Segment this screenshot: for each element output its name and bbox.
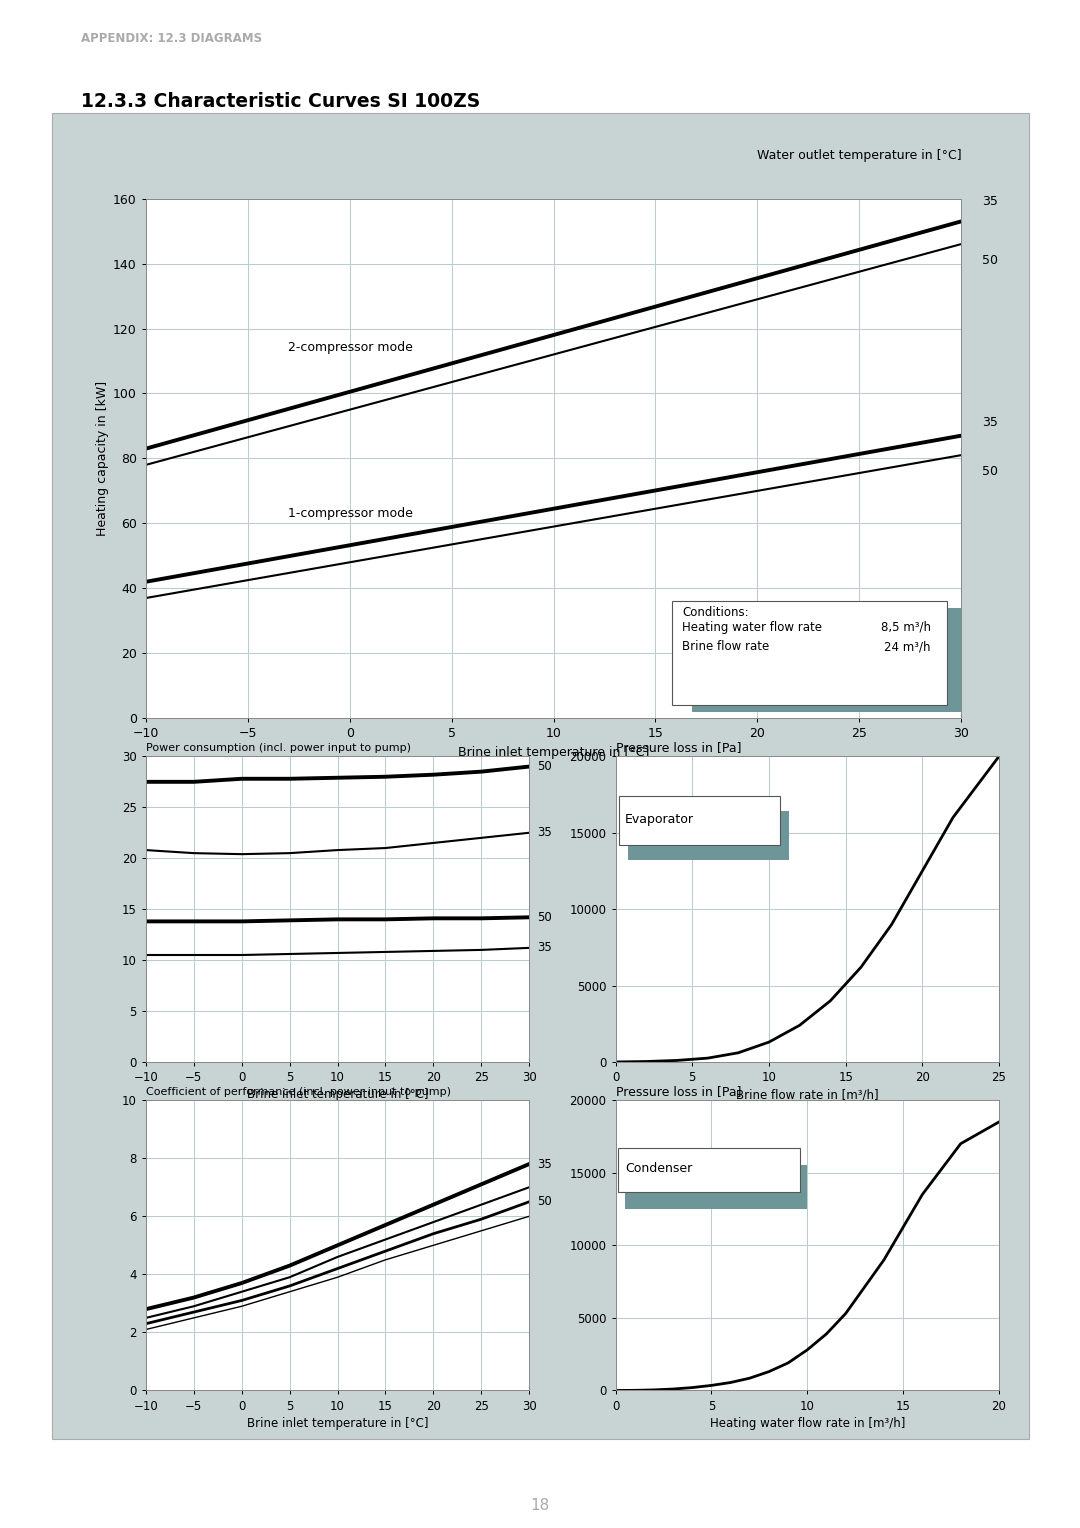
FancyBboxPatch shape: [625, 1166, 807, 1209]
X-axis label: Brine inlet temperature in [°C]: Brine inlet temperature in [°C]: [246, 1088, 429, 1102]
FancyBboxPatch shape: [692, 608, 968, 712]
Text: 18: 18: [530, 1497, 550, 1513]
FancyBboxPatch shape: [672, 601, 947, 704]
Text: Conditions:: Conditions:: [681, 607, 748, 619]
Text: 35: 35: [982, 196, 998, 208]
Text: Brine flow rate: Brine flow rate: [681, 640, 769, 654]
Text: 35: 35: [537, 941, 552, 955]
X-axis label: Brine flow rate in [m³/h]: Brine flow rate in [m³/h]: [735, 1088, 879, 1102]
Text: 50: 50: [537, 1195, 552, 1209]
Y-axis label: Heating capacity in [kW]: Heating capacity in [kW]: [96, 380, 109, 536]
X-axis label: Brine inlet temperature in [°C]: Brine inlet temperature in [°C]: [458, 746, 649, 759]
Text: 1-compressor mode: 1-compressor mode: [288, 507, 414, 520]
Text: 50: 50: [537, 911, 552, 924]
Text: 24 m³/h: 24 m³/h: [885, 640, 931, 654]
Text: 2-compressor mode: 2-compressor mode: [288, 341, 414, 354]
Text: 50: 50: [982, 254, 998, 267]
FancyBboxPatch shape: [627, 811, 788, 860]
X-axis label: Brine inlet temperature in [°C]: Brine inlet temperature in [°C]: [246, 1416, 429, 1430]
Text: Coefficient of performance (incl. power input to pump): Coefficient of performance (incl. power …: [146, 1086, 450, 1097]
Text: 50: 50: [537, 759, 552, 773]
FancyBboxPatch shape: [619, 796, 780, 845]
Text: 35: 35: [982, 416, 998, 429]
Text: Heating water flow rate: Heating water flow rate: [681, 620, 822, 634]
Text: 8,5 m³/h: 8,5 m³/h: [880, 620, 931, 634]
Text: 35: 35: [537, 1158, 552, 1170]
Text: 35: 35: [537, 827, 552, 839]
Text: Water outlet temperature in [°C]: Water outlet temperature in [°C]: [757, 150, 961, 162]
Text: Pressure loss in [Pa]: Pressure loss in [Pa]: [616, 741, 741, 753]
Text: 12.3.3 Characteristic Curves SI 100ZS: 12.3.3 Characteristic Curves SI 100ZS: [81, 92, 481, 110]
Text: Pressure loss in [Pa]: Pressure loss in [Pa]: [616, 1085, 741, 1097]
Text: Condenser: Condenser: [625, 1161, 692, 1175]
Text: Evaporator: Evaporator: [625, 813, 693, 825]
X-axis label: Heating water flow rate in [m³/h]: Heating water flow rate in [m³/h]: [710, 1416, 905, 1430]
Text: APPENDIX: 12.3 DIAGRAMS: APPENDIX: 12.3 DIAGRAMS: [81, 32, 262, 46]
FancyBboxPatch shape: [618, 1148, 799, 1192]
Text: Power consumption (incl. power input to pump): Power consumption (incl. power input to …: [146, 743, 410, 753]
Text: 50: 50: [982, 465, 998, 478]
